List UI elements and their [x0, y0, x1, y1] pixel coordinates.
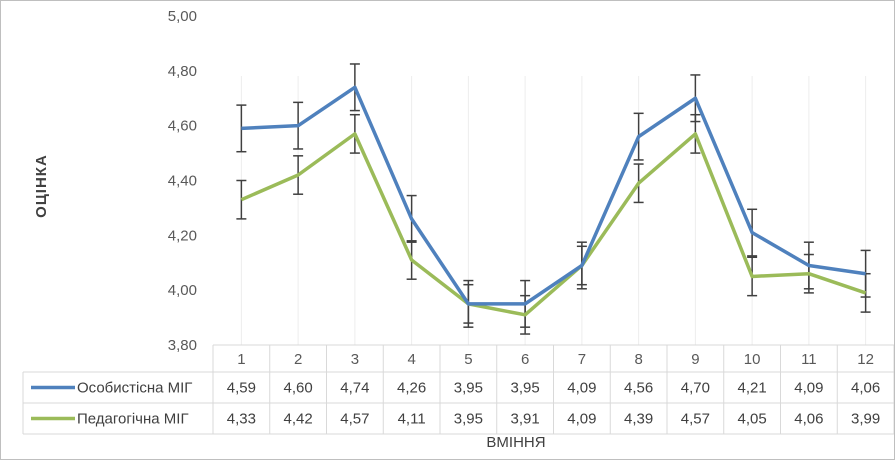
data-label: 4,59 [227, 380, 256, 397]
y-axis-title: ОЦІНКА [33, 154, 50, 218]
y-tick-label: 5,00 [168, 8, 197, 25]
x-tick-label: 12 [857, 351, 874, 368]
y-tick-label: 4,20 [168, 227, 197, 244]
x-tick-label: 4 [407, 351, 415, 368]
data-label: 4,57 [681, 411, 710, 428]
x-tick-label: 1 [237, 351, 245, 368]
x-axis-title: ВМІННЯ [486, 434, 545, 451]
x-tick-label: 7 [578, 351, 586, 368]
x-tick-label: 5 [464, 351, 472, 368]
data-label: 4,09 [794, 380, 823, 397]
y-tick-label: 3,80 [168, 337, 197, 354]
data-label: 4,06 [851, 380, 880, 397]
data-label: 3,99 [851, 411, 880, 428]
legend-label: Педагогічна МІГ [77, 411, 189, 428]
x-tick-label: 3 [351, 351, 359, 368]
data-label: 4,09 [567, 411, 596, 428]
x-tick-label: 6 [521, 351, 529, 368]
data-label: 4,39 [624, 411, 653, 428]
data-label: 4,11 [398, 411, 426, 428]
data-label: 4,33 [227, 411, 256, 428]
y-tick-label: 4,00 [168, 282, 197, 299]
x-tick-label: 9 [691, 351, 699, 368]
data-label: 4,26 [397, 380, 426, 397]
x-tick-label: 8 [634, 351, 642, 368]
x-tick-label: 10 [744, 351, 761, 368]
data-label: 3,95 [454, 380, 483, 397]
data-label: 3,95 [454, 411, 483, 428]
y-tick-label: 4,60 [168, 118, 197, 135]
data-label: 3,95 [511, 380, 540, 397]
data-label: 4,57 [340, 411, 369, 428]
data-label: 4,74 [340, 380, 369, 397]
y-tick-label: 4,80 [168, 63, 197, 80]
data-label: 4,06 [794, 411, 823, 428]
data-label: 4,05 [738, 411, 767, 428]
x-tick-label: 11 [801, 351, 817, 368]
legend-label: Особистісна МІГ [77, 380, 192, 397]
data-label: 4,09 [567, 380, 596, 397]
data-label: 4,42 [284, 411, 313, 428]
series-line [241, 85, 866, 306]
data-label: 3,91 [511, 411, 540, 428]
series-line [240, 132, 867, 317]
y-tick-label: 4,40 [168, 173, 197, 190]
x-tick-label: 2 [294, 351, 302, 368]
data-label: 4,56 [624, 380, 653, 397]
data-label: 4,21 [738, 380, 767, 397]
data-label: 4,60 [284, 380, 313, 397]
data-label: 4,70 [681, 380, 710, 397]
